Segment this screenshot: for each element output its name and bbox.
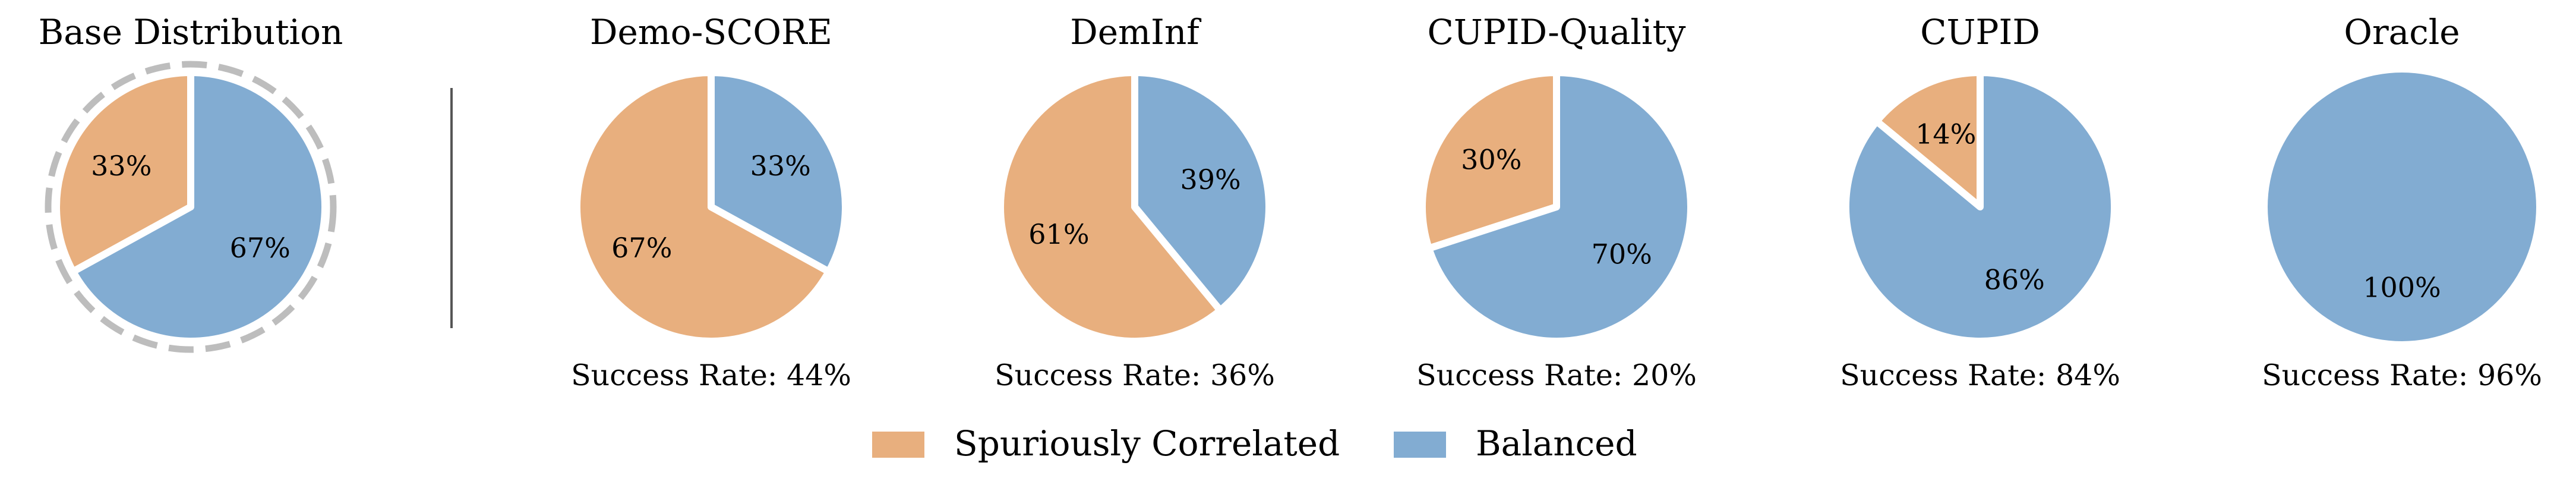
pie-title: Demo-SCORE <box>590 12 832 52</box>
pie-percent-label-spuriously-correlated: 67% <box>611 232 672 264</box>
pie-title: Base Distribution <box>39 12 343 52</box>
dashed-outline-circle <box>45 61 337 353</box>
pie-slice-balanced <box>69 69 329 345</box>
success-rate-label: Success Rate: 36% <box>995 358 1275 392</box>
legend-swatch-balanced <box>1394 432 1446 458</box>
pie-percent-label-balanced: 86% <box>1984 264 2045 296</box>
pie-slice-spuriously-correlated <box>573 69 833 345</box>
success-rate-label: Success Rate: 84% <box>1840 358 2120 392</box>
pie-panels: Base Distribution 33% 67% Demo-SCORE 67% 33% S… <box>39 12 2542 392</box>
pie-percent-label-spuriously-correlated: 61% <box>1028 218 1089 250</box>
pie-title: Oracle <box>2344 12 2460 52</box>
pie-title: CUPID-Quality <box>1427 12 1685 52</box>
pie-panel-cupid: CUPID 14% 86% Success Rate: 84% <box>1840 12 2120 392</box>
legend: Spuriously Correlated Balanced <box>872 423 1637 464</box>
legend-label-spuriously-correlated: Spuriously Correlated <box>954 423 1340 464</box>
pie-percent-label-spuriously-correlated: 33% <box>91 150 151 182</box>
pie-percent-label-balanced: 33% <box>750 150 811 182</box>
legend-label-balanced: Balanced <box>1476 423 1637 464</box>
pie-slice-balanced <box>1842 69 2118 345</box>
success-rate-label: Success Rate: 44% <box>571 358 851 392</box>
success-rate-label: Success Rate: 20% <box>1416 358 1697 392</box>
pie-panel-base-distribution: Base Distribution 33% 67% <box>39 12 343 353</box>
pie-percent-label-balanced: 100% <box>2363 272 2441 304</box>
pie-slice-balanced <box>1131 69 1273 314</box>
success-rate-label: Success Rate: 96% <box>2262 358 2542 392</box>
pie-title: CUPID <box>1920 12 2040 52</box>
pie-slice-balanced <box>1425 69 1694 345</box>
pie-panel-deminf: DemInf 61% 39% Success Rate: 36% <box>995 12 1275 392</box>
pie-panel-oracle: Oracle 100% Success Rate: 96% <box>2262 12 2542 392</box>
pie-percent-label-spuriously-correlated: 30% <box>1461 143 1521 175</box>
pie-percent-label-balanced: 67% <box>230 232 291 264</box>
pie-panel-demo-score: Demo-SCORE 67% 33% Success Rate: 44% <box>571 12 851 392</box>
pie-panel-cupid-quality: CUPID-Quality 30% 70% Success Rate: 20% <box>1416 12 1697 392</box>
pie-percent-label-balanced: 39% <box>1180 163 1240 196</box>
pie-slice-balanced <box>2268 73 2536 341</box>
pie-slice-spuriously-correlated <box>1873 69 1984 210</box>
pie-slice-spuriously-correlated <box>997 69 1224 345</box>
pie-percent-label-spuriously-correlated: 14% <box>1915 118 1976 150</box>
legend-swatch-spuriously-correlated <box>872 432 924 458</box>
pie-slice-balanced <box>708 69 849 275</box>
pie-title: DemInf <box>1070 12 1201 52</box>
pie-slice-spuriously-correlated <box>1419 69 1560 252</box>
pie-percent-label-balanced: 70% <box>1592 238 1652 270</box>
